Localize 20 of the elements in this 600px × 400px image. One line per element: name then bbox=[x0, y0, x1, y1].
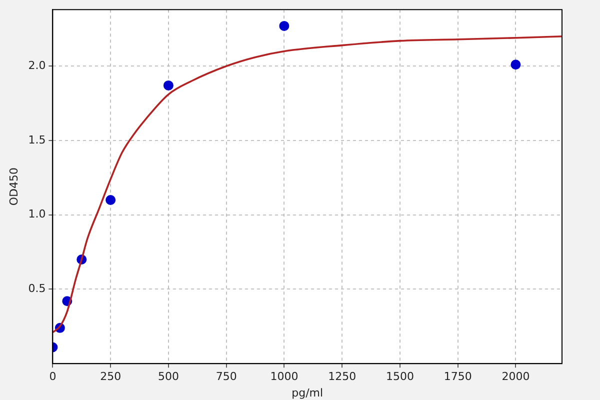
x-tick-label: 250 bbox=[100, 370, 122, 384]
x-tick-label: 1250 bbox=[328, 370, 356, 384]
x-tick-label: 0 bbox=[49, 370, 56, 384]
x-tick-label: 1000 bbox=[270, 370, 298, 384]
line-series bbox=[52, 35, 562, 334]
x-tick-label: 750 bbox=[216, 370, 237, 384]
point bbox=[510, 60, 521, 70]
x-axis-title: pg/ml bbox=[292, 386, 324, 400]
point bbox=[106, 194, 116, 205]
x-tick-label: 500 bbox=[158, 370, 179, 384]
x-tick-label: 1500 bbox=[386, 370, 414, 384]
y-tick-label: 1.0 bbox=[28, 208, 46, 221]
y-tick-label: 0.5 bbox=[28, 282, 46, 296]
y-axis-title: OD450 bbox=[7, 168, 20, 206]
point bbox=[279, 20, 290, 31]
y-tick-label: 2.0 bbox=[28, 58, 46, 72]
x-tick-label: 2000 bbox=[502, 370, 530, 384]
y-tick-label: 1.5 bbox=[28, 133, 46, 146]
point bbox=[163, 80, 174, 90]
x-tick-label: 1750 bbox=[444, 370, 472, 384]
